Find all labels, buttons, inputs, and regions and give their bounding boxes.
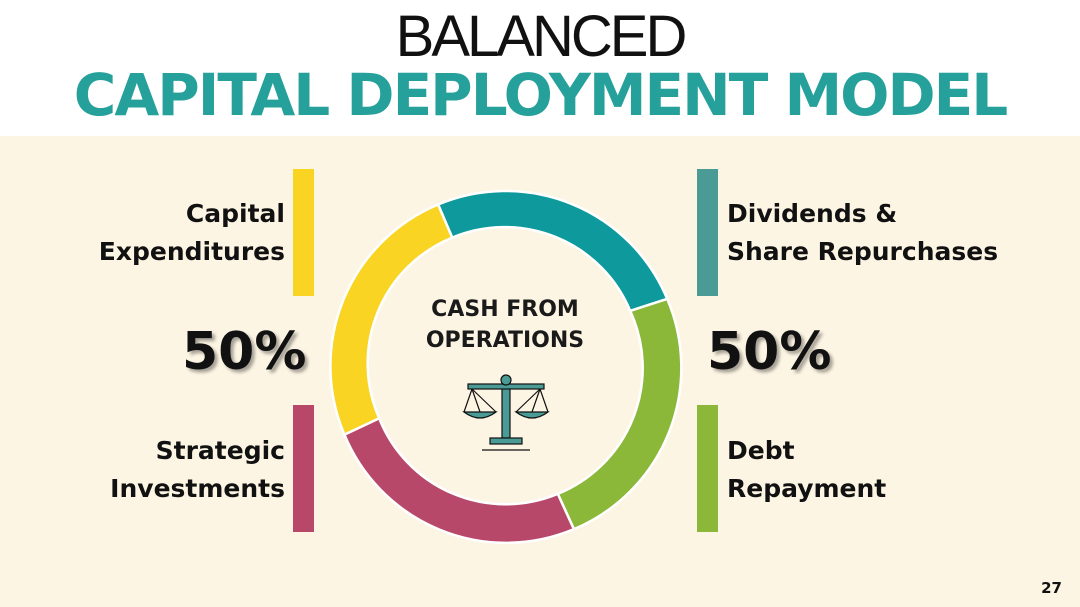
center-label-line1: CASH FROM	[431, 297, 579, 322]
page-title: CAPITAL DEPLOYMENT MODEL	[73, 61, 1008, 129]
debt-label-line2: Repayment	[727, 474, 887, 503]
dividends-label-line1: Dividends &	[727, 199, 898, 228]
capex-bar	[293, 169, 314, 296]
header: BALANCED CAPITAL DEPLOYMENT MODEL	[0, 0, 1080, 136]
debt-label: Debt Repayment	[727, 432, 886, 508]
center-label-line2: OPERATIONS	[425, 328, 585, 353]
title-balanced: BALANCED	[395, 4, 688, 69]
right-percent: 50%	[707, 322, 832, 382]
strategic-label-line1: Strategic	[155, 436, 285, 465]
dividends-label-line2: Share Repurchases	[727, 237, 999, 266]
capex-label: Capital Expenditures	[99, 195, 285, 271]
strategic-label-line2: Investments	[110, 474, 285, 503]
balance-scale-icon	[462, 374, 550, 451]
segment-capex	[329, 202, 454, 437]
debt-bar	[697, 405, 718, 532]
strategic-label: Strategic Investments	[110, 432, 285, 508]
strategic-bar	[293, 405, 314, 532]
capex-label-line1: Capital	[185, 199, 285, 228]
center-label: CASH FROM OPERATIONS	[405, 294, 605, 356]
capex-label-line2: Expenditures	[98, 237, 285, 266]
segment-dividends	[436, 189, 669, 313]
dividends-label: Dividends & Share Repurchases	[727, 195, 998, 271]
left-percent: 50%	[182, 322, 307, 382]
dividends-bar	[697, 169, 718, 296]
debt-label-line1: Debt	[727, 436, 795, 465]
page-number: 27	[1041, 579, 1062, 597]
